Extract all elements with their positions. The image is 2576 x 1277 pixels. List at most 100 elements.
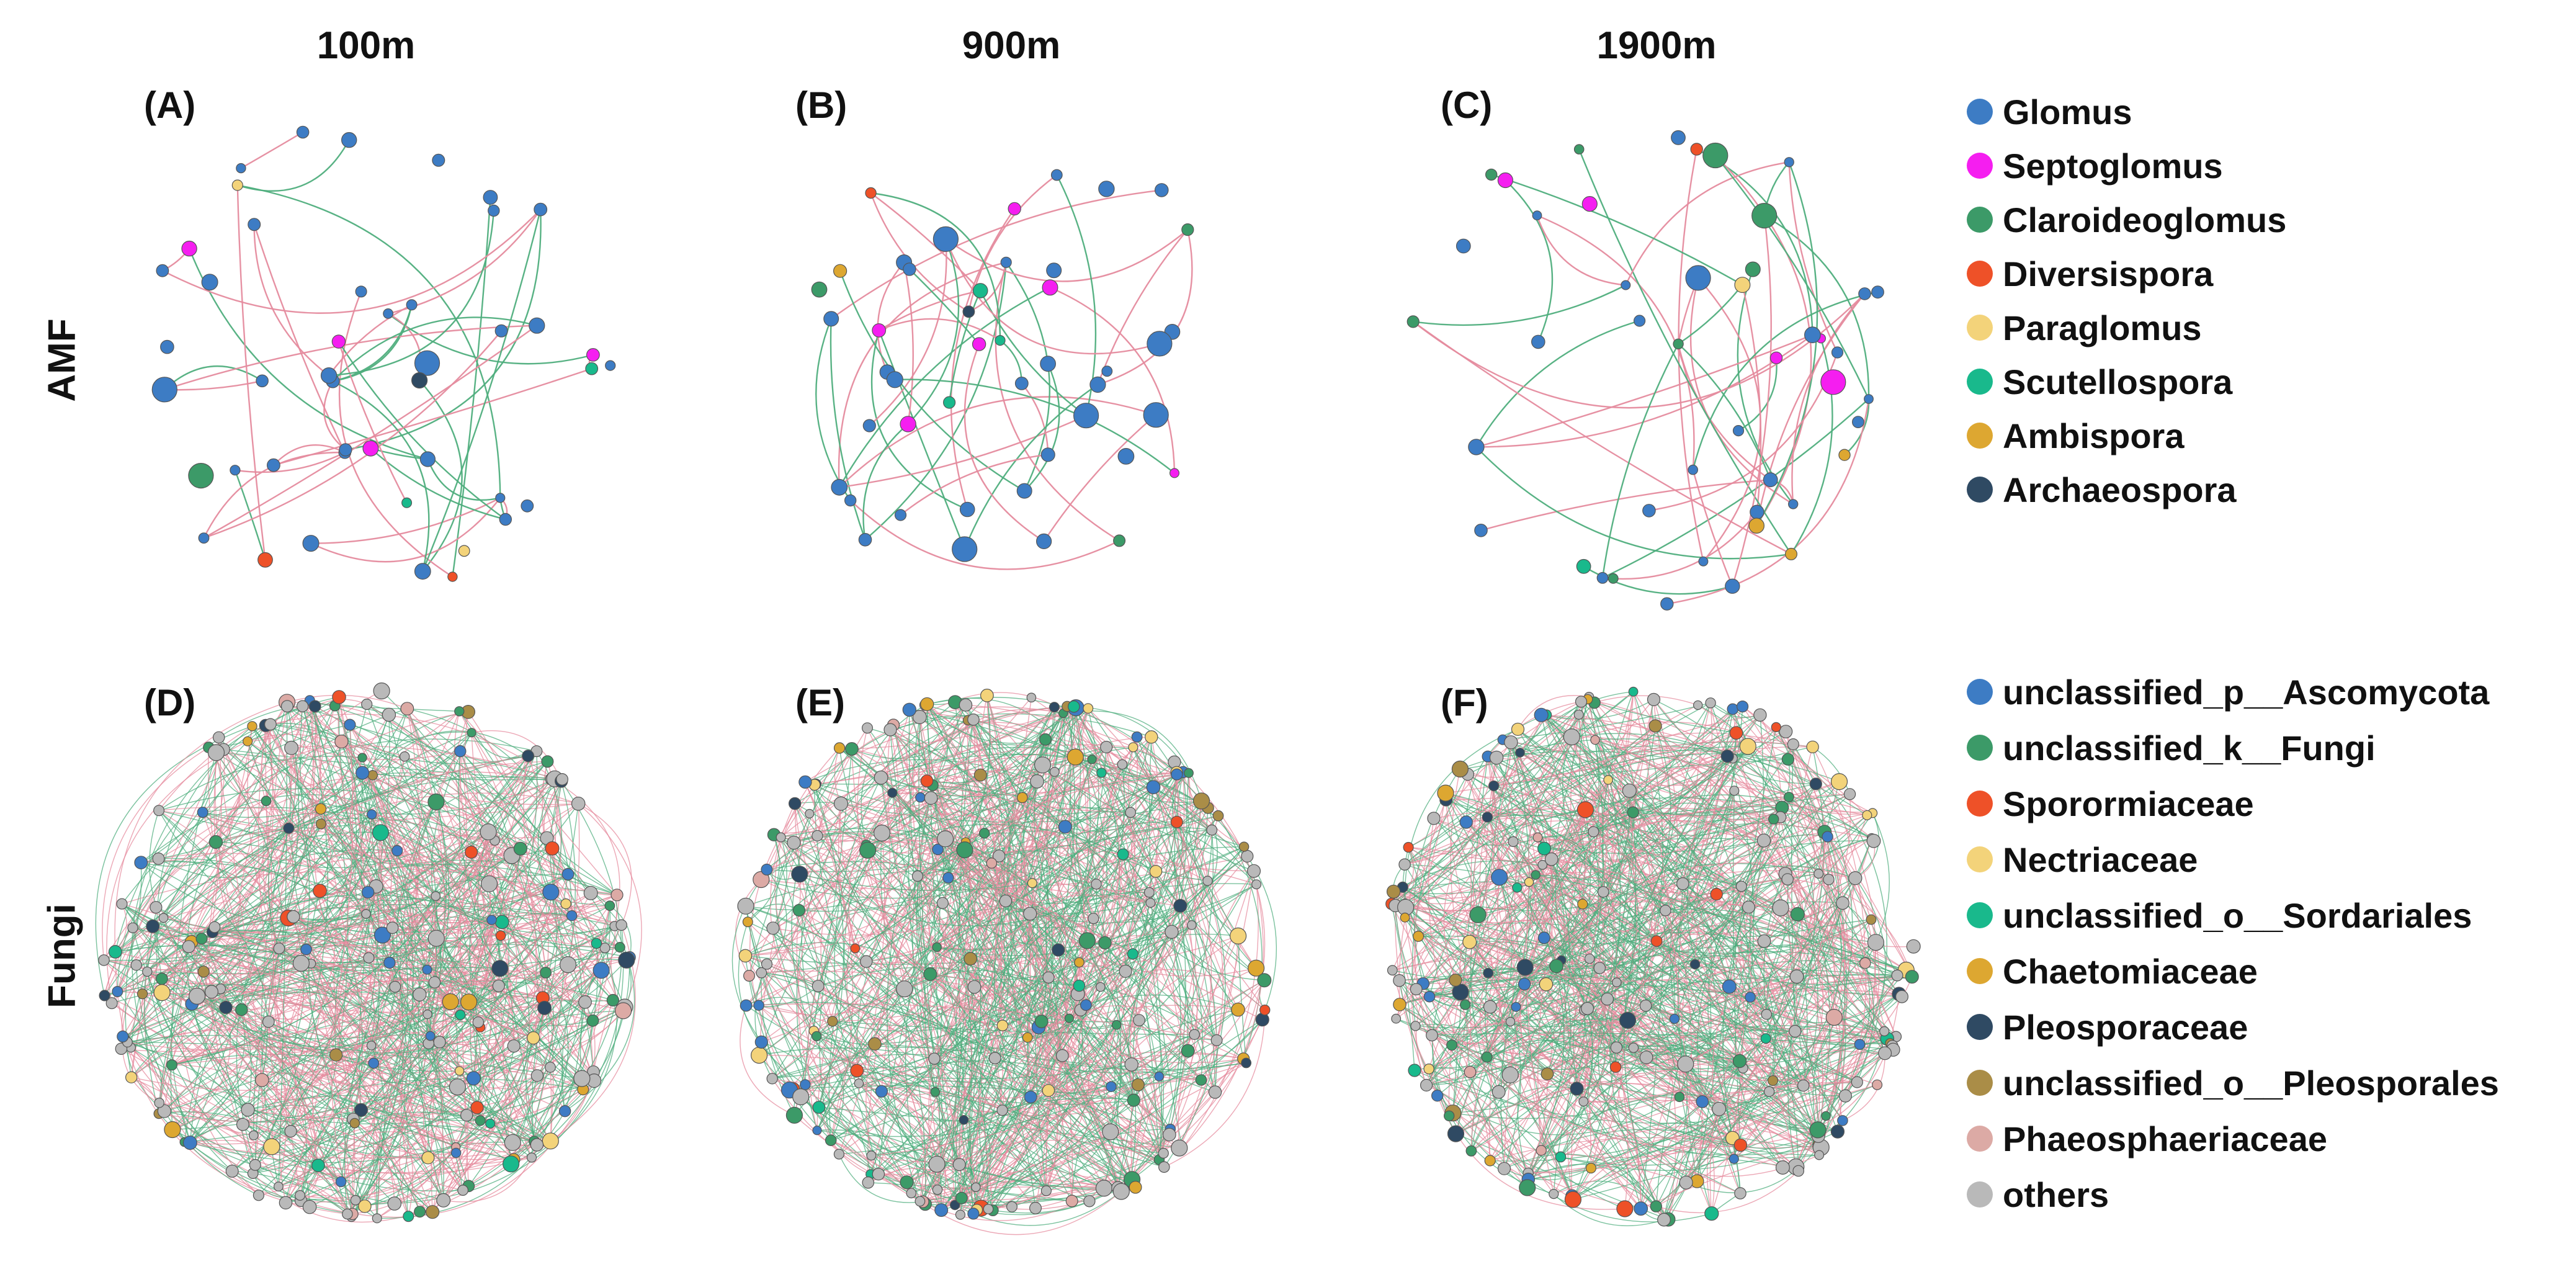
network-edge	[948, 877, 1217, 1041]
network-node	[1676, 877, 1689, 890]
network-node	[225, 1164, 239, 1178]
network-node	[1611, 977, 1622, 987]
network-node	[357, 753, 367, 763]
network-edge	[960, 719, 1165, 1168]
network-edge	[212, 931, 463, 1191]
network-edge	[870, 192, 1001, 341]
network-node	[1698, 556, 1709, 567]
network-node	[339, 443, 352, 457]
legend-swatch	[1967, 791, 1993, 817]
network-node	[1753, 708, 1767, 722]
network-edge	[551, 778, 620, 926]
network-node	[368, 1057, 380, 1069]
network-node	[1241, 1057, 1251, 1069]
network-edge	[106, 741, 248, 1003]
network-edge	[1742, 706, 1835, 1167]
network-edge	[215, 830, 398, 851]
network-edge	[839, 748, 1080, 987]
network-node	[142, 966, 153, 977]
network-edge	[937, 849, 1017, 1206]
network-edge	[761, 879, 1164, 1154]
network-edge	[1431, 1034, 1893, 1101]
network-edge	[854, 948, 1042, 1022]
network-edge	[1656, 794, 1850, 942]
network-edge	[1404, 728, 1518, 904]
network-node	[1669, 1013, 1680, 1024]
network-node	[1489, 750, 1504, 765]
panel-label-d: (D)	[144, 682, 196, 724]
network-node	[1742, 900, 1755, 914]
network-edge	[965, 841, 1137, 1183]
network-edge	[745, 841, 966, 910]
network-node	[302, 1199, 317, 1214]
network-node	[274, 1181, 284, 1192]
network-node	[858, 532, 872, 547]
network-node	[1089, 376, 1106, 393]
network-edge	[964, 383, 1099, 550]
network-node	[1628, 1042, 1639, 1053]
network-node	[355, 285, 367, 298]
network-edge	[262, 1079, 469, 1186]
network-node	[1784, 792, 1794, 802]
network-node	[1391, 1013, 1402, 1024]
network-edge	[534, 1001, 586, 1142]
network-node	[1657, 1212, 1671, 1227]
network-edge	[856, 863, 992, 1071]
network-node	[427, 793, 445, 810]
network-edge	[867, 849, 1138, 1085]
network-node	[302, 535, 320, 552]
network-node	[358, 1199, 372, 1213]
network-edge	[858, 781, 1038, 1084]
network-edge	[866, 844, 1217, 1041]
network-edge	[1487, 815, 1730, 987]
network-node	[279, 1196, 293, 1210]
network-edge	[131, 840, 495, 1078]
network-edge	[189, 946, 537, 1145]
network-node	[1864, 394, 1874, 404]
network-edge	[1655, 907, 1797, 1207]
network-node	[1246, 864, 1261, 878]
network-node	[967, 1208, 980, 1220]
network-node	[356, 766, 370, 780]
network-node	[1555, 1151, 1567, 1163]
network-edge	[1475, 320, 1640, 448]
network-edge	[772, 812, 1131, 1079]
network-edge	[387, 313, 594, 365]
network-node	[383, 308, 394, 319]
network-edge	[1433, 818, 1478, 915]
network-edge	[1627, 879, 1788, 1021]
network-node	[1789, 1024, 1802, 1038]
network-edge	[270, 724, 372, 815]
network-edge	[214, 714, 390, 928]
network-edge	[1181, 884, 1259, 1149]
legend-swatch	[1967, 679, 1993, 705]
network-node	[850, 943, 861, 954]
network-edge	[1792, 744, 1849, 1116]
network-edge	[310, 497, 501, 563]
network-edge	[878, 949, 1058, 1175]
network-edge	[1433, 818, 1538, 846]
network-edge	[1445, 792, 1796, 1032]
network-edge	[267, 757, 363, 949]
network-node	[928, 1052, 941, 1065]
network-edge	[1594, 695, 1698, 706]
network-edge	[927, 838, 1003, 1026]
network-node	[1241, 849, 1254, 863]
network-edge	[1556, 966, 1804, 1088]
network-node	[1790, 907, 1805, 921]
network-edge	[1413, 321, 1792, 555]
network-node	[606, 993, 620, 1007]
network-edge	[1393, 809, 1586, 899]
network-node	[1820, 369, 1846, 395]
network-edge	[879, 318, 1001, 341]
network-edge	[334, 705, 460, 712]
network-node	[1775, 1160, 1790, 1175]
network-edge	[941, 772, 1185, 1211]
network-node	[868, 1037, 882, 1051]
network-edge	[211, 991, 460, 1087]
network-edge	[215, 752, 489, 857]
network-node	[156, 264, 169, 277]
network-node	[361, 698, 373, 710]
network-edge	[354, 1122, 421, 1212]
network-node	[1689, 959, 1701, 970]
